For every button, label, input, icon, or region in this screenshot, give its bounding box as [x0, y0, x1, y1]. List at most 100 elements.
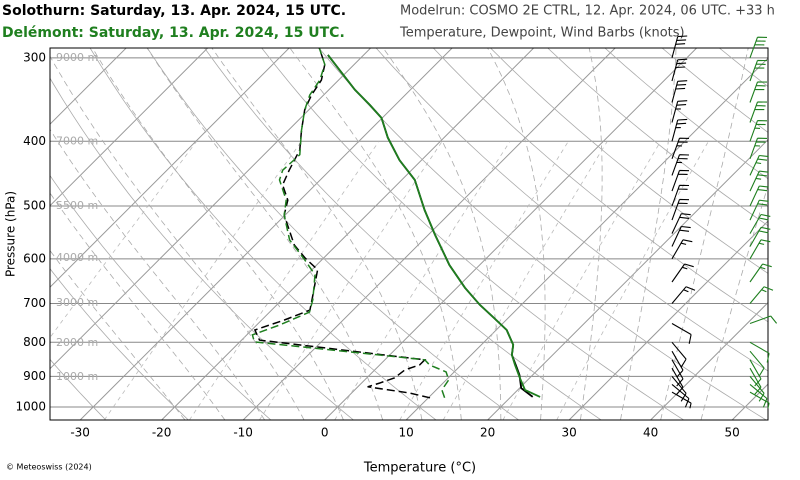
- wind-barb: [749, 383, 768, 408]
- dewpoint-line: [251, 48, 450, 399]
- isotherm: [650, 301, 768, 420]
- moist-adiabat: [146, 48, 384, 420]
- wind-barb: [671, 391, 692, 409]
- wind-barb: [671, 154, 690, 176]
- moist-adiabat: [211, 48, 423, 420]
- dry-adiabat: [146, 48, 519, 420]
- isotherm: [568, 220, 768, 420]
- dry-adiabat: [604, 48, 768, 180]
- moist-adiabat: [50, 55, 305, 420]
- credit: © Meteoswiss (2024): [6, 463, 92, 472]
- moist-adiabat: [700, 184, 768, 420]
- isotherm-extra: [50, 48, 209, 207]
- wind-barb: [749, 263, 772, 283]
- wind-barb: [671, 341, 687, 368]
- y-tick-label: 1000: [15, 399, 46, 413]
- wind-barb: [749, 185, 769, 207]
- y-tick-label: 300: [23, 50, 46, 64]
- moist-adiabat: [660, 48, 749, 420]
- plot-data: [251, 48, 541, 399]
- wind-barb: [671, 35, 688, 58]
- y-tick-label: 400: [23, 134, 46, 148]
- altitude-label: 1000 m: [56, 370, 98, 383]
- dry-adiabat: [490, 48, 768, 274]
- dry-adiabat: [50, 358, 107, 420]
- x-tick-label: 30: [562, 426, 577, 440]
- dry-adiabat: [50, 268, 189, 420]
- isotherm: [487, 138, 768, 420]
- isotherm-extra: [50, 48, 290, 288]
- x-tick-label: 20: [480, 426, 495, 440]
- mixing-ratio: [189, 141, 380, 420]
- altitude-label: 2000 m: [56, 336, 98, 349]
- x-tick-label: 0: [321, 426, 329, 440]
- wind-barb: [749, 315, 778, 325]
- wind-barb: [749, 350, 765, 377]
- wind-barb: [671, 383, 690, 408]
- wind-barb: [749, 213, 771, 234]
- mixing-ratio: [259, 141, 443, 420]
- x-tick-label: 50: [725, 426, 740, 440]
- dry-adiabat: [204, 48, 602, 420]
- wind-barb: [671, 80, 688, 103]
- moist-adiabat: [580, 48, 603, 420]
- wind-barb: [749, 286, 774, 304]
- wind-barb: [671, 286, 696, 304]
- x-tick-label: -20: [152, 426, 172, 440]
- dry-adiabat: [261, 48, 684, 420]
- y-tick-label: 900: [23, 369, 46, 383]
- dry-adiabat: [547, 48, 768, 227]
- wind-barb: [671, 376, 687, 402]
- temperature-line: [327, 54, 541, 398]
- dry-adiabat: [433, 48, 768, 323]
- wind-barb: [671, 137, 690, 159]
- dry-adiabat: [50, 174, 272, 420]
- wind-barb: [749, 226, 771, 247]
- wind-barb: [749, 391, 770, 409]
- dry-adiabat: [375, 48, 768, 372]
- x-axis-label: Temperature (°C): [363, 461, 476, 476]
- x-tick-label: -10: [233, 426, 253, 440]
- mixing-ratio: [103, 141, 302, 420]
- wind-barb: [749, 376, 765, 402]
- altitude-label: 3000 m: [56, 296, 98, 309]
- wind-barb: [749, 239, 771, 260]
- model-run: Modelrun: COSMO 2E CTRL, 12. Apr. 2024, …: [400, 4, 775, 19]
- wind-barb: [749, 341, 770, 363]
- legend-title: Delémont: Saturday, 13. Apr. 2024, 15 UT…: [2, 25, 345, 41]
- isotherm: [242, 48, 616, 420]
- wind-barb: [749, 59, 768, 82]
- y-tick-label: 600: [23, 251, 46, 265]
- dry-adiabat: [318, 48, 767, 420]
- wind-barb: [671, 213, 691, 234]
- moist-adiabat: [50, 192, 226, 420]
- altitude-label: 4000 m: [56, 251, 98, 264]
- moist-adiabat: [620, 48, 677, 420]
- wind-barb: [749, 81, 768, 103]
- moist-adiabat: [382, 48, 502, 420]
- wind-barb: [671, 225, 691, 247]
- y-tick-label: 700: [23, 296, 46, 310]
- wind-barb: [671, 100, 688, 123]
- isotherm: [405, 57, 768, 420]
- moist-adiabat: [92, 48, 344, 420]
- isotherm-extra: [50, 48, 127, 125]
- wind-barb: [671, 239, 693, 260]
- isotherm: [161, 48, 535, 420]
- altitude-label: 7000 m: [56, 134, 98, 147]
- mixing-ratio: [502, 141, 661, 420]
- moist-adiabat: [289, 48, 462, 420]
- wind-barb: [749, 170, 769, 192]
- x-tick-label: 10: [399, 426, 414, 440]
- altitude-label: 5500 m: [56, 199, 98, 212]
- x-tick-label: -30: [70, 426, 90, 440]
- wind-barb: [671, 58, 688, 82]
- wind-barb: [749, 154, 769, 176]
- legend-title: Solothurn: Saturday, 13. Apr. 2024, 15 U…: [2, 3, 346, 19]
- wind-barb: [749, 101, 768, 123]
- wind-barb: [671, 118, 688, 142]
- moist-adiabat: [487, 48, 546, 420]
- altitude-label: 9000 m: [56, 51, 98, 64]
